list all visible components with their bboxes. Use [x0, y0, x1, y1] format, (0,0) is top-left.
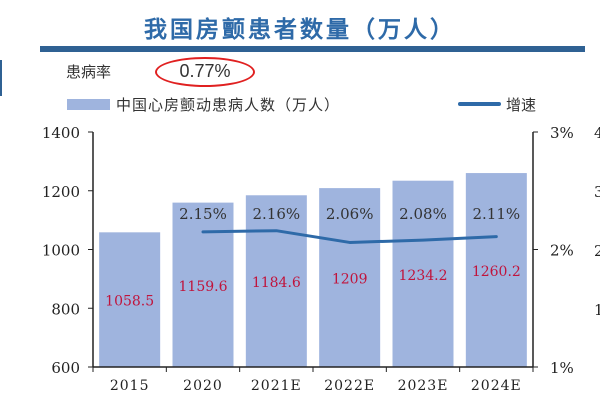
right-tick-label: 2% [550, 242, 574, 260]
bar-2024E [465, 173, 527, 367]
title-divider [40, 46, 585, 52]
clipped-axis-label: 1 [594, 301, 600, 319]
bar-value-label: 1209 [332, 272, 368, 288]
legend-line-swatch [458, 102, 501, 106]
x-tick-label: 2024E [471, 378, 522, 394]
bar-2023E [392, 180, 454, 367]
growth-label: 2.11% [473, 205, 521, 223]
x-tick-label: 2021E [251, 378, 302, 394]
growth-label: 2.16% [253, 205, 301, 223]
legend-line-label: 增速 [506, 96, 537, 114]
left-tick-label: 1000 [42, 242, 80, 260]
left-edge-mark [0, 60, 2, 96]
bar-2015 [99, 232, 161, 367]
left-tick-label: 1400 [42, 124, 80, 142]
left-tick-label: 1200 [42, 183, 80, 201]
clipped-axis-label: 3 [594, 183, 600, 201]
x-tick-label: 2023E [398, 378, 449, 394]
bar-value-label: 1234.2 [399, 268, 448, 284]
bar-2022E [319, 188, 381, 367]
left-tick-label: 800 [51, 300, 80, 318]
x-tick-label: 2020 [183, 378, 223, 394]
clipped-axis-label: 2 [594, 242, 600, 260]
clipped-axis-label: 4 [594, 124, 600, 142]
growth-label: 2.08% [399, 205, 447, 223]
chart-title: 我国房颤患者数量（万人） [144, 16, 456, 43]
bar-value-label: 1159.6 [179, 279, 228, 295]
x-tick-label: 2015 [110, 378, 150, 394]
right-tick-label: 1% [550, 359, 574, 377]
growth-label: 2.06% [326, 205, 374, 223]
growth-label: 2.15% [179, 205, 227, 223]
prevalence-label: 患病率 [66, 63, 112, 81]
bar-2021E [245, 195, 307, 367]
bar-value-label: 1260.2 [472, 264, 521, 280]
bar-2020 [172, 202, 234, 367]
bar-value-label: 1184.6 [252, 275, 301, 291]
left-tick-label: 600 [51, 359, 80, 377]
legend-bar-swatch [67, 99, 110, 110]
right-tick-label: 3% [550, 124, 574, 142]
highlight-oval [155, 57, 255, 87]
legend-bar-label: 中国心房颤动患病人数（万人） [116, 96, 341, 114]
prevalence-value: 0.77% [179, 61, 231, 81]
bar-value-label: 1058.5 [105, 294, 154, 310]
x-tick-label: 2022E [324, 378, 375, 394]
